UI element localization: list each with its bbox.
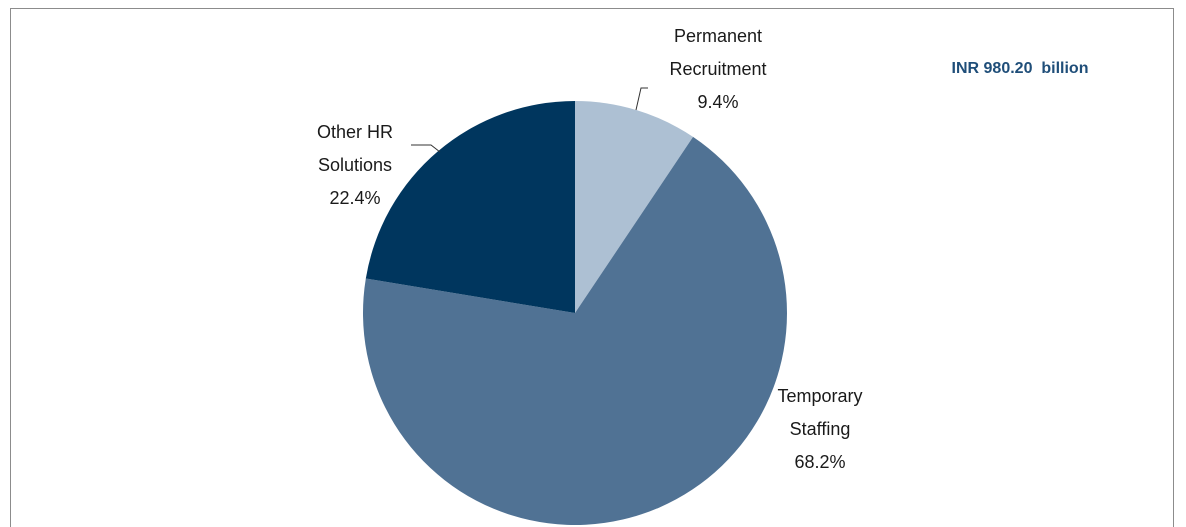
slice-label: Permanent Recruitment 9.4% <box>643 20 793 119</box>
slice-label: Other HR Solutions 22.4% <box>300 116 410 215</box>
value-label: 22.4% <box>329 188 381 208</box>
category-label: Other HR Solutions <box>316 122 394 175</box>
pie-slice <box>575 101 694 313</box>
pie-slice <box>363 136 787 525</box>
category-label: Temporary Staffing <box>777 386 863 439</box>
value-label: 68.2% <box>794 452 846 472</box>
slice-label: Temporary Staffing 68.2% <box>750 380 890 479</box>
annotation: INR 980.20 billion <box>951 60 1089 77</box>
pie-slice <box>365 101 575 313</box>
chart-frame <box>10 8 1174 527</box>
leader-line <box>635 87 648 111</box>
value-label: 9.4% <box>697 92 739 112</box>
category-label: Permanent Recruitment <box>669 26 767 79</box>
leader-line <box>411 144 441 153</box>
